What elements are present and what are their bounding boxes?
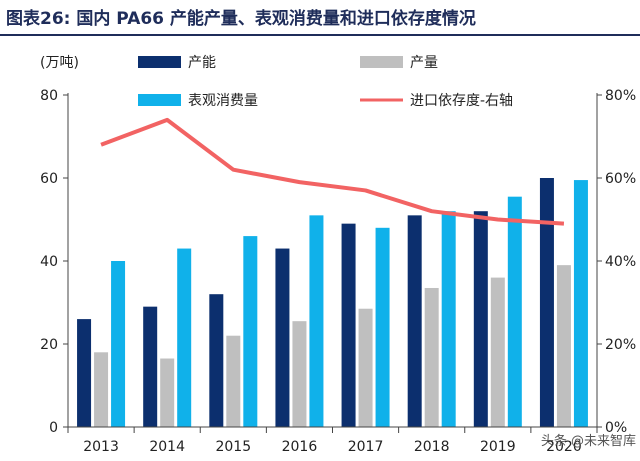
- bar-capacity: [473, 211, 488, 427]
- x-tick-label: 2016: [282, 439, 318, 455]
- chart-title: 图表26: 国内 PA66 产能产量、表观消费量和进口依存度情况: [6, 9, 476, 29]
- bar-capacity: [77, 319, 92, 427]
- y-tick-label: 40: [40, 254, 58, 270]
- bar-capacity: [341, 223, 356, 427]
- legend-swatch: [138, 94, 181, 106]
- bar-output: [226, 335, 241, 427]
- bar-capacity: [143, 306, 158, 427]
- legend-label: 进口依存度-右轴: [410, 93, 513, 109]
- x-tick-label: 2015: [215, 439, 251, 455]
- bar-consumption: [573, 180, 588, 427]
- bar-consumption: [375, 227, 390, 427]
- bar-output: [556, 265, 571, 427]
- bar-output: [358, 308, 373, 427]
- x-tick-label: 2013: [83, 439, 119, 455]
- y2-tick-label: 40%: [605, 254, 636, 270]
- bar-capacity: [275, 248, 290, 427]
- axes: 0 20 40 60 80 0% 20% 40% 60% 80% 2013 2014 2015 2016 2…: [40, 88, 636, 455]
- bar-output: [94, 352, 109, 427]
- x-tick-label: 2020: [546, 439, 582, 455]
- x-tick-label: 2018: [414, 439, 450, 455]
- y-tick-label: 80: [40, 88, 58, 104]
- bar-output: [292, 321, 307, 427]
- bar-capacity: [407, 215, 422, 427]
- line-dependency: [100, 117, 565, 226]
- bar-consumption: [441, 211, 456, 427]
- bar-output: [424, 287, 439, 427]
- x-tick-label: 2014: [149, 439, 185, 455]
- legend-label: 表观消费量: [188, 93, 258, 109]
- legend-label: 产量: [410, 55, 438, 71]
- y2-tick-label: 20%: [605, 337, 636, 353]
- dependency-line: [100, 117, 565, 226]
- bar-consumption: [309, 215, 324, 427]
- bar-consumption: [111, 261, 126, 427]
- legend-swatch: [360, 56, 403, 68]
- x-tick-label: 2019: [480, 439, 516, 455]
- y-tick-label: 60: [40, 171, 58, 187]
- x-tick-label: 2017: [348, 439, 384, 455]
- y2-tick-label: 80%: [605, 88, 636, 104]
- title-divider: [0, 34, 640, 36]
- y2-tick-label: 60%: [605, 171, 636, 187]
- bars: [77, 178, 588, 427]
- legend-label: 产能: [188, 55, 216, 71]
- bar-consumption: [507, 196, 522, 427]
- bar-consumption: [177, 248, 192, 427]
- bar-output: [490, 277, 505, 427]
- bar-output: [160, 358, 175, 427]
- bar-capacity: [209, 294, 224, 427]
- watermark: 头条 @未来智库: [540, 434, 636, 449]
- legend-swatch: [138, 56, 181, 68]
- bar-consumption: [243, 236, 258, 427]
- y-axis-unit: (万吨): [40, 55, 79, 71]
- bar-capacity: [539, 178, 554, 427]
- y-tick-label: 0: [49, 420, 58, 436]
- y2-tick-label: 0%: [605, 420, 627, 436]
- y-tick-label: 20: [40, 337, 58, 353]
